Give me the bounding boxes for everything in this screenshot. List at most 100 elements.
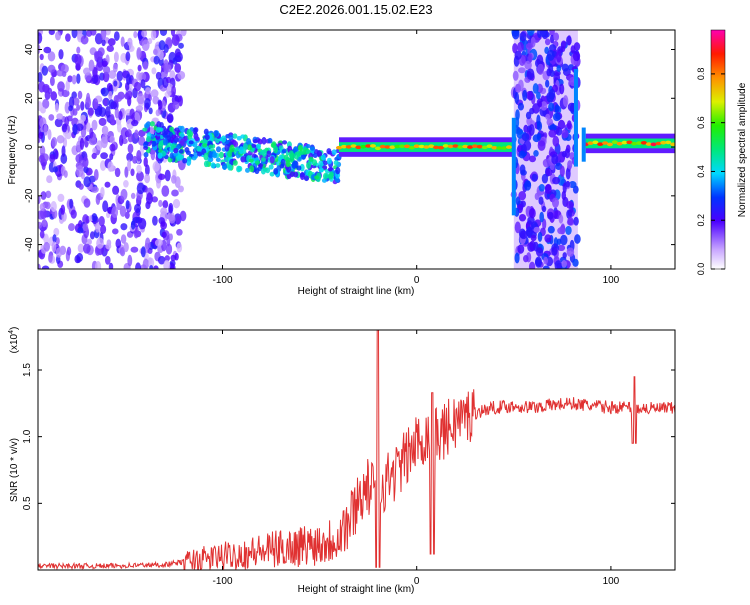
noise-blob <box>65 33 71 42</box>
noise-blob <box>113 51 119 63</box>
noise-blob <box>131 119 139 127</box>
noise-blob <box>109 153 114 161</box>
carrier-blob <box>216 146 221 153</box>
edge-spike <box>581 127 586 162</box>
carrier-blob <box>240 156 246 163</box>
disturbance-blob <box>552 135 560 147</box>
noise-blob <box>111 206 119 218</box>
noise-blob <box>96 237 104 249</box>
spectrogram-ytick-label: 40 <box>24 44 35 56</box>
noise-blob <box>161 231 167 238</box>
noise-blob <box>130 168 135 177</box>
carrier-blob <box>299 163 305 172</box>
carrier-core <box>374 146 381 151</box>
noise-blob <box>90 186 99 193</box>
noise-blob <box>78 183 84 190</box>
carrier-blob <box>242 143 248 150</box>
disturbance-blob <box>566 247 575 257</box>
carrier-core <box>336 145 342 150</box>
noise-blob <box>103 98 108 107</box>
carrier-core <box>428 144 435 148</box>
noise-blob <box>162 200 169 209</box>
noise-blob <box>129 108 135 119</box>
carrier-blob <box>203 152 209 161</box>
noise-blob <box>120 36 125 47</box>
noise-blob <box>55 247 63 258</box>
noise-blob <box>113 80 118 87</box>
disturbance-blob <box>512 43 518 54</box>
noise-blob <box>120 223 128 231</box>
carrier-core <box>370 144 376 148</box>
noise-blob <box>130 220 136 230</box>
carrier-blob <box>258 163 264 168</box>
carrier-core <box>640 141 647 145</box>
noise-blob <box>155 109 161 117</box>
disturbance-blob <box>521 132 530 142</box>
disturbance-blob <box>514 252 520 264</box>
noise-blob <box>115 238 122 249</box>
noise-blob <box>153 55 160 65</box>
carrier-core <box>665 140 672 145</box>
disturbance-blob <box>546 118 554 126</box>
carrier-core <box>438 145 444 150</box>
noise-blob <box>76 104 81 111</box>
carrier-core <box>355 145 362 150</box>
noise-blob <box>76 256 81 264</box>
noise-blob <box>38 72 43 83</box>
noise-blob <box>150 30 157 41</box>
carrier-core <box>340 144 347 149</box>
disturbance-blob <box>559 83 565 95</box>
carrier-blob <box>252 139 258 144</box>
carrier-blob <box>299 172 305 178</box>
noise-blob <box>143 156 148 168</box>
disturbance-blob <box>544 38 551 46</box>
noise-blob <box>61 89 70 98</box>
carrier-blob <box>293 146 299 152</box>
disturbance-blob <box>548 129 557 138</box>
noise-blob <box>148 257 155 269</box>
noise-blob <box>43 46 52 54</box>
noise-blob <box>38 221 43 229</box>
carrier-blob <box>310 146 316 151</box>
carrier-blob <box>267 137 273 144</box>
carrier-core <box>592 140 599 145</box>
noise-blob <box>127 254 133 267</box>
disturbance-blob <box>538 196 544 205</box>
noise-blob <box>83 166 89 174</box>
disturbance-blob <box>552 112 561 122</box>
noise-blob <box>71 91 77 99</box>
disturbance-blob <box>514 50 522 60</box>
carrier-blob <box>306 161 311 169</box>
carrier-blob <box>236 135 242 141</box>
disturbance-blob <box>557 244 566 252</box>
noise-blob <box>49 76 55 87</box>
noise-blob <box>142 258 150 269</box>
disturbance-blob <box>567 160 573 170</box>
noise-blob <box>38 263 41 269</box>
noise-blob <box>158 40 166 51</box>
carrier-blob <box>178 149 184 154</box>
carrier-blob <box>202 143 208 148</box>
carrier-core <box>496 146 503 150</box>
carrier-blob <box>208 151 214 159</box>
noise-blob <box>68 223 75 232</box>
noise-blob <box>83 67 91 76</box>
noise-blob <box>100 30 107 40</box>
carrier-blob <box>213 130 219 137</box>
colorbar-ticks: 0.0 0.2 0.4 0.6 0.8 <box>696 68 725 275</box>
carrier-blob <box>203 128 209 135</box>
noise-blob <box>118 110 123 121</box>
disturbance-blob <box>523 124 529 133</box>
noise-blob <box>127 37 133 47</box>
spectrogram-heatmap <box>38 30 675 269</box>
noise-blob <box>160 207 168 215</box>
carrier-blob <box>292 160 298 168</box>
noise-blob <box>157 173 166 180</box>
colorbar-tick-label: 0.4 <box>696 165 706 178</box>
carrier-core <box>360 144 367 149</box>
noise-blob <box>123 179 129 188</box>
noise-blob <box>112 185 120 195</box>
carrier-blob <box>247 144 252 151</box>
noise-blob <box>176 242 183 253</box>
noise-blob <box>112 228 119 235</box>
